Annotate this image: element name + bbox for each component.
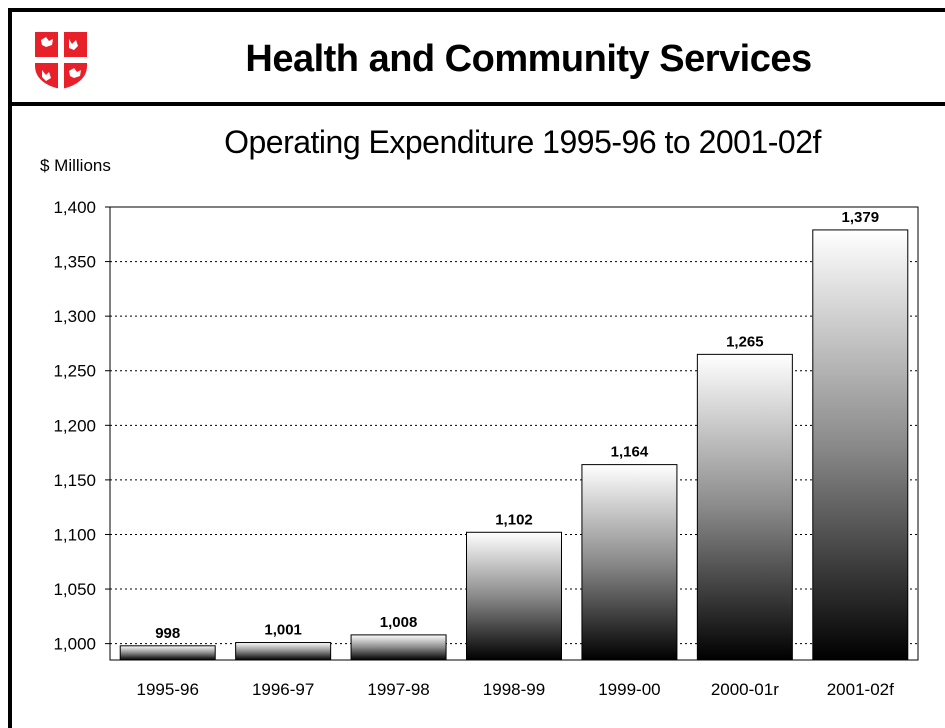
bar-1995-96	[119, 645, 216, 661]
y-tick-label: 1,300	[53, 307, 96, 326]
bar-value-label: 1,008	[380, 614, 418, 631]
y-tick-label: 1,050	[53, 580, 96, 599]
page-title: Health and Community Services	[245, 38, 812, 80]
x-tick-label: 1995-96	[137, 680, 199, 699]
x-tick-label: 2001-02f	[827, 680, 894, 699]
bar-2001-02f	[812, 229, 909, 661]
x-tick-label: 1996-97	[252, 680, 314, 699]
bar-value-label: 1,001	[264, 622, 302, 639]
coat-of-arms-icon	[35, 32, 87, 89]
y-tick-label: 1,100	[53, 525, 96, 544]
bar-1999-00	[581, 464, 678, 661]
bar-value-label: 998	[155, 625, 180, 642]
y-tick-label: 1,350	[53, 253, 96, 272]
y-tick-label: 1,150	[53, 471, 96, 490]
bar-value-label: 1,102	[495, 511, 533, 528]
y-tick-label: 1,200	[53, 416, 96, 435]
bar-value-label: 1,379	[842, 209, 880, 226]
y-tick-label: 1,000	[53, 635, 96, 654]
y-tick-label: 1,250	[53, 362, 96, 381]
x-tick-label: 1998-99	[483, 680, 545, 699]
bar-1996-97	[235, 642, 332, 661]
outer-frame	[8, 8, 945, 728]
x-tick-label: 1999-00	[598, 680, 660, 699]
y-tick-label: 1,400	[53, 198, 96, 217]
bar-value-label: 1,164	[611, 444, 649, 461]
x-tick-label: 1997-98	[367, 680, 429, 699]
x-tick-label: 2000-01r	[711, 680, 779, 699]
bar-1998-99	[466, 531, 562, 661]
bar-value-label: 1,265	[726, 333, 764, 350]
bar-2000-01r	[696, 353, 793, 661]
chart-title: Operating Expenditure 1995-96 to 2001-02…	[224, 124, 821, 160]
y-axis-label: $ Millions	[40, 156, 111, 175]
bar-1997-98	[350, 634, 447, 661]
header: Health and Community Services	[12, 12, 945, 106]
